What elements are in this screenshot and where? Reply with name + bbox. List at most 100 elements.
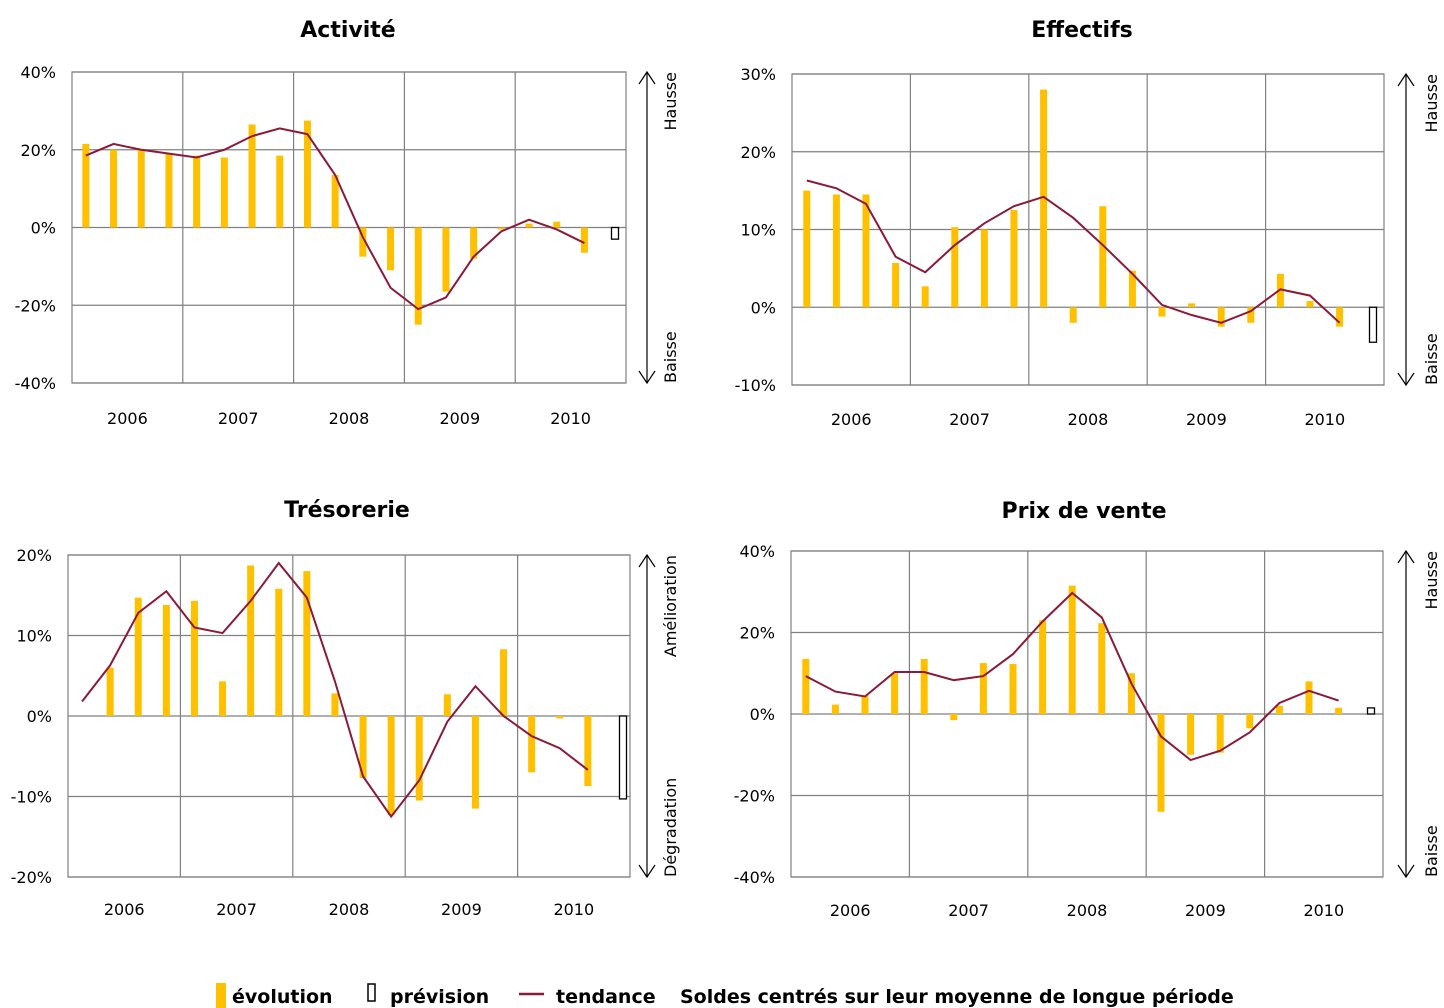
evolution-bar [106, 667, 114, 716]
y-tick-label: -20% [11, 868, 52, 887]
evolution-bar [247, 565, 255, 716]
evolution-bar [1009, 663, 1017, 714]
y-tick-label: 0% [751, 298, 776, 317]
evolution-bar [584, 716, 592, 787]
x-year-label: 2008 [329, 409, 370, 428]
evolution-bar [1010, 210, 1018, 308]
evolution-bar [82, 143, 90, 228]
side-label-down: Baisse [1422, 333, 1441, 385]
evolution-bar [331, 175, 339, 228]
evolution-bar [802, 658, 810, 714]
evolution-bar [979, 663, 987, 714]
evolution-bar [165, 153, 173, 228]
evolution-bar [921, 286, 929, 308]
plot-border [791, 73, 1385, 386]
evolution-bar [1217, 307, 1225, 327]
evolution-bar [275, 588, 283, 716]
forecast-bar [1368, 306, 1378, 343]
evolution-bar [861, 695, 869, 714]
evolution-bar [580, 227, 588, 253]
evolution-bar [1127, 673, 1135, 714]
evolution-bar [1247, 307, 1255, 323]
evolution-bar [892, 262, 900, 308]
plot-border [67, 554, 631, 878]
y-tick-label: -40% [734, 868, 775, 887]
side-label-down: Baisse [1422, 825, 1441, 877]
evolution-bar [442, 227, 450, 292]
trend-line [806, 179, 1341, 324]
x-year-label: 2006 [107, 409, 148, 428]
y-tick-label: 30% [740, 65, 776, 84]
evolution-bar [190, 600, 198, 716]
evolution-bar [1187, 714, 1195, 755]
arrow-down-icon [638, 864, 656, 879]
evolution-bar [470, 227, 478, 259]
chart-title: Prix de vente [1001, 499, 1166, 524]
trend-line [85, 127, 585, 311]
evolution-bar [525, 223, 533, 228]
x-year-label: 2009 [1185, 901, 1226, 920]
arrow-down-icon [1397, 372, 1415, 387]
y-tick-label: -40% [15, 374, 56, 393]
evolution-bar [1098, 623, 1106, 714]
evolution-bar [415, 716, 423, 801]
forecast-bar [618, 715, 628, 800]
evolution-bar [920, 658, 928, 714]
y-tick-label: -10% [735, 376, 776, 395]
legend-evolution-label: évolution [232, 986, 333, 1008]
evolution-bar [500, 649, 508, 716]
arrow-up-icon [1397, 549, 1415, 564]
y-tick-label: 0% [27, 707, 52, 726]
evolution-bar [980, 229, 988, 308]
evolution-bar [1305, 681, 1313, 714]
evolution-bar [803, 190, 811, 308]
x-year-label: 2006 [830, 901, 871, 920]
evolution-bar [387, 716, 395, 816]
evolution-bar [359, 716, 367, 778]
side-label-up: Amélioration [661, 555, 680, 657]
evolution-bar [110, 149, 118, 228]
evolution-bar [497, 227, 505, 230]
evolution-bar [1306, 301, 1314, 308]
x-year-label: 2008 [1067, 901, 1108, 920]
evolution-bar [1157, 714, 1165, 812]
evolution-bar [1039, 620, 1047, 714]
side-label-down: Baisse [661, 331, 680, 383]
legend-prevision-label: prévision [390, 986, 489, 1008]
evolution-bar [831, 704, 839, 714]
evolution-bar [951, 227, 959, 308]
x-year-label: 2010 [550, 409, 591, 428]
x-year-label: 2009 [439, 409, 480, 428]
side-label-up: Hausse [661, 72, 680, 131]
y-tick-label: -20% [734, 787, 775, 806]
arrow-down-icon [1397, 864, 1415, 879]
evolution-bar [553, 221, 561, 228]
x-year-label: 2010 [1303, 901, 1344, 920]
evolution-bar [1068, 585, 1076, 714]
arrow-up-icon [638, 70, 656, 85]
x-year-label: 2007 [218, 409, 259, 428]
evolution-bar [891, 673, 899, 714]
evolution-bar [303, 571, 311, 716]
side-label-up: Hausse [1422, 551, 1441, 610]
legend-note: Soldes centrés sur leur moyenne de longu… [680, 986, 1234, 1008]
x-year-label: 2006 [104, 900, 145, 919]
evolution-bar [248, 124, 256, 228]
forecast-bar [610, 226, 620, 240]
evolution-bar [162, 604, 170, 716]
y-tick-label: 20% [20, 141, 56, 160]
trend-line [805, 591, 1339, 762]
evolution-bar [1188, 303, 1196, 308]
y-tick-label: 0% [750, 705, 775, 724]
legend-prevision-swatch [367, 983, 376, 1002]
evolution-bar [220, 157, 228, 228]
x-year-label: 2008 [329, 900, 370, 919]
evolution-bar [303, 120, 311, 228]
evolution-bar [528, 716, 536, 773]
y-tick-label: -20% [15, 296, 56, 315]
evolution-bar [950, 714, 958, 721]
side-label-down: Dégradation [661, 778, 680, 877]
evolution-bar [832, 194, 840, 308]
x-year-label: 2007 [948, 901, 989, 920]
